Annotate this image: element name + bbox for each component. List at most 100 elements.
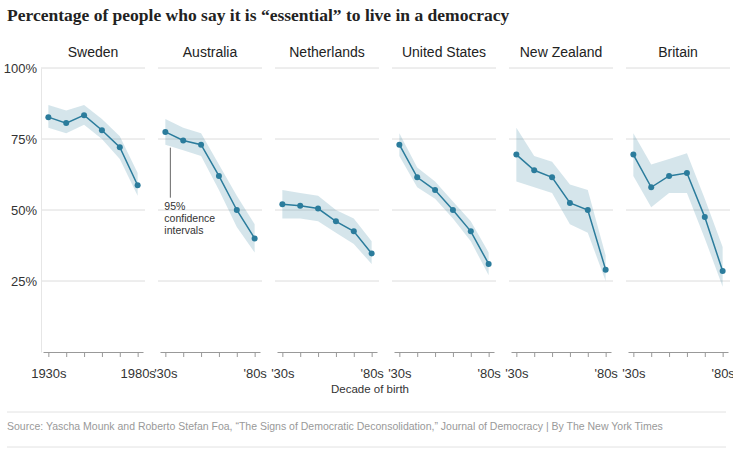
grid-line xyxy=(41,281,145,282)
grid-line xyxy=(392,139,496,140)
point xyxy=(666,173,672,179)
point xyxy=(117,144,123,150)
y-tick: 100% xyxy=(4,61,41,76)
x-tick-mark xyxy=(489,352,490,357)
point xyxy=(684,170,690,176)
y-tick-label: 25% xyxy=(11,274,37,289)
point xyxy=(630,152,636,158)
point xyxy=(369,250,375,256)
x-tick xyxy=(705,352,706,357)
x-tick-mark xyxy=(435,352,436,357)
x-tick xyxy=(453,352,454,357)
x-tick: '30s xyxy=(271,352,295,381)
line xyxy=(165,132,254,239)
point xyxy=(234,207,240,213)
annotation-leader xyxy=(170,148,171,198)
x-tick-mark xyxy=(633,352,634,357)
x-tick: '80s xyxy=(711,352,733,381)
panel: Netherlands '30s '80s xyxy=(271,44,384,381)
grid-line xyxy=(626,139,730,140)
confidence-band xyxy=(48,105,137,196)
chart-svg: Percentage of people who say it is “esse… xyxy=(0,0,733,457)
x-tick xyxy=(534,352,535,357)
x-tick-mark xyxy=(372,352,373,357)
x-tick: '80s xyxy=(477,352,501,381)
x-tick xyxy=(570,352,571,357)
y-tick: 25% xyxy=(11,274,41,289)
x-tick-label: '80s xyxy=(360,366,384,381)
x-tick-mark xyxy=(102,352,103,357)
x-tick xyxy=(588,352,589,357)
panel: Britain'30s'80s xyxy=(622,44,733,381)
x-tick-mark xyxy=(723,352,724,357)
grid-line xyxy=(509,139,613,140)
x-axis: '30s '80s xyxy=(622,352,733,381)
x-tick-mark xyxy=(318,352,319,357)
grid-line xyxy=(626,68,730,69)
point xyxy=(531,167,537,173)
panel-title: Netherlands xyxy=(289,44,365,60)
grid-line xyxy=(275,68,379,69)
point xyxy=(468,228,474,234)
x-axis-title: Decade of birth xyxy=(331,383,409,395)
line xyxy=(48,115,137,185)
grid-line xyxy=(392,210,496,211)
x-tick-mark xyxy=(399,352,400,357)
x-tick-label: '80s xyxy=(477,366,501,381)
x-tick xyxy=(471,352,472,357)
x-tick-mark xyxy=(570,352,571,357)
x-tick-label: '80s xyxy=(594,366,618,381)
point xyxy=(279,201,285,207)
x-tick: '30s xyxy=(154,352,178,381)
x-tick-mark xyxy=(705,352,706,357)
x-tick-mark xyxy=(471,352,472,357)
x-tick xyxy=(552,352,553,357)
x-axis: '30s'80s xyxy=(505,352,618,381)
x-tick-mark xyxy=(588,352,589,357)
panel-title: New Zealand xyxy=(520,44,603,60)
marks xyxy=(279,190,374,264)
line xyxy=(282,204,371,253)
grid-line xyxy=(275,139,379,140)
grid-line xyxy=(41,210,145,211)
panel: Sweden25%50%75%100%1930s1980s xyxy=(4,44,157,381)
grid-line xyxy=(41,139,145,140)
x-tick-mark xyxy=(48,352,49,357)
annotation-line: 95% xyxy=(164,200,185,212)
point xyxy=(297,203,303,209)
point xyxy=(81,112,87,118)
x-tick: 1930s xyxy=(31,352,67,381)
point xyxy=(45,114,51,120)
point xyxy=(450,207,456,213)
grid-line xyxy=(41,68,145,69)
confidence-band xyxy=(282,190,371,264)
x-tick xyxy=(219,352,220,357)
x-tick-mark xyxy=(552,352,553,357)
point xyxy=(720,268,726,274)
x-tick-label: 1930s xyxy=(31,366,67,381)
x-axis-line xyxy=(629,352,729,353)
grid xyxy=(392,68,496,281)
x-tick xyxy=(417,352,418,357)
x-tick xyxy=(237,352,238,357)
x-tick-mark xyxy=(687,352,688,357)
point xyxy=(99,127,105,133)
x-tick: '30s xyxy=(622,352,646,381)
x-tick xyxy=(84,352,85,357)
point xyxy=(513,152,519,158)
grid xyxy=(509,68,613,281)
point xyxy=(414,174,420,180)
line xyxy=(516,155,605,270)
panel-title: United States xyxy=(402,44,486,60)
line xyxy=(399,145,488,264)
x-tick-mark xyxy=(66,352,67,357)
x-tick-label: '30s xyxy=(154,366,178,381)
grid xyxy=(158,68,262,281)
grid-line xyxy=(392,68,496,69)
x-axis-line xyxy=(44,352,144,353)
x-tick xyxy=(183,352,184,357)
point xyxy=(63,120,69,126)
marks xyxy=(162,119,257,252)
point xyxy=(585,207,591,213)
x-axis-line xyxy=(278,352,378,353)
